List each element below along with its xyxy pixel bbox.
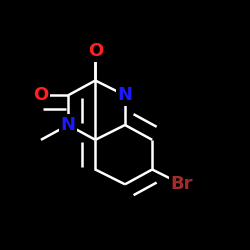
Text: O: O — [33, 86, 48, 104]
Text: O: O — [88, 42, 103, 60]
Text: Br: Br — [170, 175, 193, 193]
Text: N: N — [61, 116, 76, 134]
Text: N: N — [118, 86, 132, 104]
